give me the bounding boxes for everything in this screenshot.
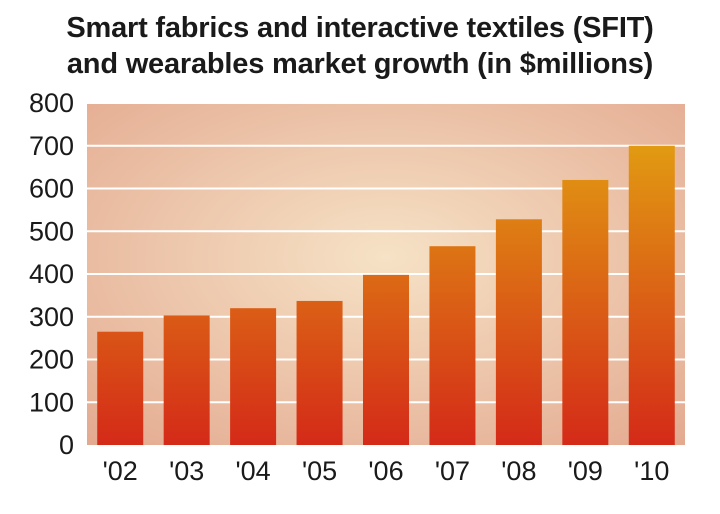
bar [628, 145, 675, 445]
bar [296, 300, 343, 445]
x-tick-label: '09 [568, 456, 603, 486]
y-tick-label: 300 [29, 302, 74, 332]
y-tick-label: 600 [29, 174, 74, 204]
y-tick-label: 800 [29, 88, 74, 118]
y-axis-ticks: 0 100 200 300 400 500 600 700 800 [29, 88, 74, 460]
bar [230, 308, 277, 445]
y-tick-label: 100 [29, 387, 74, 417]
bars [97, 145, 675, 445]
x-tick-label: '10 [634, 456, 669, 486]
y-tick-label: 700 [29, 131, 74, 161]
y-tick-label: 500 [29, 216, 74, 246]
chart-title: Smart fabrics and interactive textiles (… [66, 12, 654, 44]
y-tick-label: 400 [29, 259, 74, 289]
x-tick-label: '04 [236, 456, 271, 486]
x-tick-label: '05 [302, 456, 337, 486]
bar [429, 246, 476, 445]
x-tick-label: '03 [169, 456, 204, 486]
bar [163, 315, 210, 445]
bar [562, 179, 609, 445]
chart-subtitle: and wearables market growth (in $million… [66, 48, 654, 80]
bar [97, 331, 144, 445]
y-tick-label: 0 [59, 430, 74, 460]
x-tick-label: '07 [435, 456, 470, 486]
x-tick-label: '08 [501, 456, 536, 486]
bar [363, 274, 409, 445]
y-tick-label: 200 [29, 345, 74, 375]
x-axis-ticks: '02 '03 '04 '05 '06 '07 '08 '09 '10 [103, 456, 670, 486]
bar [495, 219, 542, 445]
x-tick-label: '02 [103, 456, 138, 486]
x-tick-label: '06 [368, 456, 403, 486]
chart-title-block: Smart fabrics and interactive textiles (… [0, 10, 720, 82]
